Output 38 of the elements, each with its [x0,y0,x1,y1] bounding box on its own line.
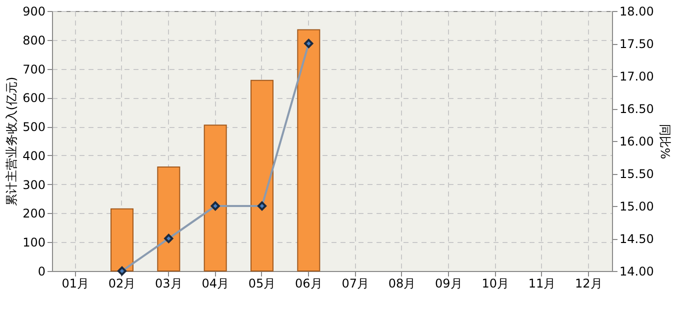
y2-tick-label: 14.50 [620,232,654,246]
y-axis-title: 累计主营业务收入(亿元) [4,76,19,206]
y2-tick-label: 15.50 [620,167,654,181]
y2-axis-title: 同比% [658,124,672,160]
x-tick-label: 11月 [528,276,556,290]
x-tick-label: 10月 [482,276,509,290]
y2-tick-label: 18.00 [620,4,654,18]
y-tick-label: 400 [22,148,46,163]
y-tick-label: 200 [22,206,46,221]
bar [204,124,227,272]
y-tick-label: 900 [22,4,46,18]
y2-tick-label: 16.00 [620,134,654,148]
y2-tick-label: 14.00 [620,264,654,278]
x-tick-label: 05月 [248,276,276,290]
y2-tick-label: 17.50 [620,37,654,51]
x-tick-label: 06月 [295,276,322,290]
y2-tick-label: 17.00 [620,70,654,84]
bar [157,166,180,272]
bar [250,80,274,272]
y-tick-label: 700 [22,62,46,76]
bar [110,208,134,272]
y2-tick-label: 16.50 [620,102,654,116]
bar [297,29,320,272]
y-tick-label: 100 [22,236,46,250]
x-tick-label: 03月 [155,276,182,290]
y-tick-label: 300 [22,178,46,192]
x-tick-label: 07月 [342,276,369,290]
x-tick-label: 12月 [575,276,602,290]
y-tick-label: 600 [22,91,46,106]
y-tick-label: 500 [22,120,46,134]
y2-tick-label: 15.00 [620,200,654,214]
x-tick-label: 01月 [62,276,89,290]
x-tick-label: 04月 [202,276,229,290]
x-tick-label: 02月 [108,276,136,290]
y-tick-label: 0 [38,264,46,278]
x-tick-label: 09月 [435,276,462,290]
y-tick-label: 800 [22,33,46,48]
x-tick-label: 08月 [388,276,416,290]
